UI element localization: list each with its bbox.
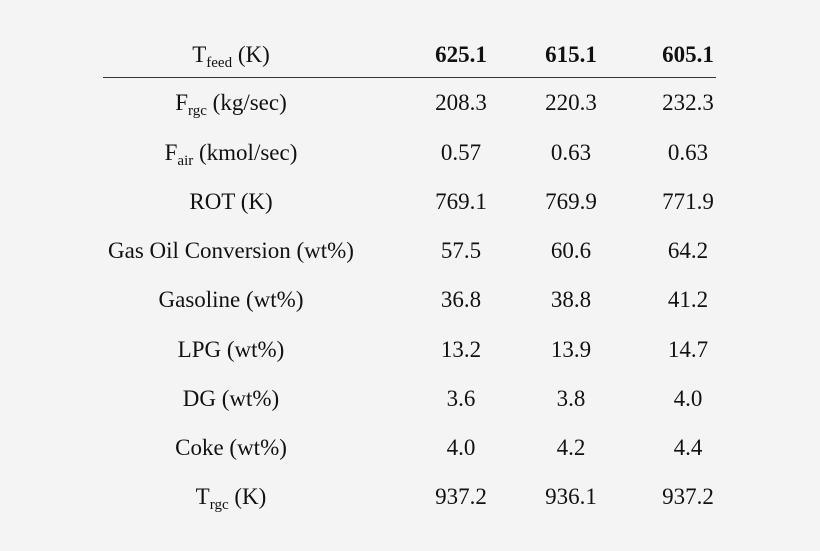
header-label: Tfeed (K) [192,42,270,71]
row-value-1: 4.0 [446,435,476,460]
table-row: Gasoline (wt%) 36.8 38.8 41.2 [0,280,820,320]
table-row: DG (wt%) 3.6 3.8 4.0 [0,379,820,419]
row-value-3: 14.7 [667,337,709,362]
row-value-1: 937.2 [435,484,487,509]
row-value-3: 41.2 [667,287,709,312]
row-label: Gas Oil Conversion (wt%) [108,238,354,263]
row-value-1: 208.3 [435,90,487,115]
row-value-2: 13.9 [550,337,592,362]
row-label: Trgc (K) [195,484,267,513]
header-divider [103,77,716,78]
row-value-2: 220.3 [545,90,597,115]
row-value-1: 13.2 [440,337,482,362]
table-row: ROT (K) 769.1 769.9 771.9 [0,182,820,222]
row-value-2: 0.63 [550,140,592,165]
row-value-3: 64.2 [667,238,709,263]
row-label: Coke (wt%) [175,435,287,460]
row-label: Fair (kmol/sec) [164,140,298,169]
row-label: LPG (wt%) [177,337,285,362]
row-value-1: 36.8 [440,287,482,312]
row-value-3: 4.0 [673,386,703,411]
table-row: Trgc (K) 937.2 936.1 937.2 [0,477,820,517]
row-value-3: 937.2 [662,484,714,509]
row-value-2: 4.2 [556,435,586,460]
row-label: ROT (K) [189,189,273,214]
table-row: Fair (kmol/sec) 0.57 0.63 0.63 [0,133,820,173]
table-row: Frgc (kg/sec) 208.3 220.3 232.3 [0,83,820,123]
row-value-3: 771.9 [662,189,714,214]
row-value-1: 769.1 [435,189,487,214]
header-value-2: 615.1 [545,42,597,67]
row-value-3: 4.4 [673,435,703,460]
row-value-2: 60.6 [550,238,592,263]
row-value-3: 232.3 [662,90,714,115]
row-label: Gasoline (wt%) [158,287,304,312]
row-value-1: 0.57 [440,140,482,165]
row-value-2: 38.8 [550,287,592,312]
row-value-1: 57.5 [440,238,482,263]
row-value-2: 936.1 [545,484,597,509]
row-label: DG (wt%) [182,386,280,411]
row-value-3: 0.63 [667,140,709,165]
row-label: Frgc (kg/sec) [175,90,287,119]
table-header-row: Tfeed (K) 625.1 615.1 605.1 [0,35,820,75]
header-value-1: 625.1 [435,42,487,67]
row-value-2: 3.8 [556,386,586,411]
row-value-2: 769.9 [545,189,597,214]
row-value-1: 3.6 [446,386,476,411]
table-row: LPG (wt%) 13.2 13.9 14.7 [0,330,820,370]
table-row: Coke (wt%) 4.0 4.2 4.4 [0,428,820,468]
header-value-3: 605.1 [662,42,714,67]
table-row: Gas Oil Conversion (wt%) 57.5 60.6 64.2 [0,231,820,271]
